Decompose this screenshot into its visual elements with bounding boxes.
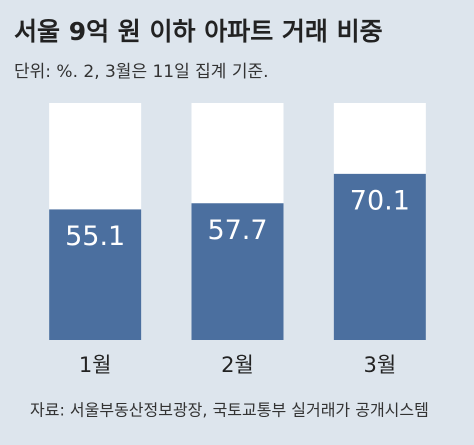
value-label: 70.1 [350, 185, 410, 216]
chart-subtitle: 단위: %. 2, 3월은 11일 집계 기준. [14, 62, 269, 82]
source-note: 자료: 서울부동산정보광장, 국토교통부 실거래가 공개시스템 [30, 401, 429, 420]
bar [191, 203, 284, 340]
x-tick-label: 3월 [363, 353, 396, 377]
bar [49, 209, 142, 340]
bar [333, 173, 426, 340]
value-label: 55.1 [65, 221, 125, 252]
x-tick-label: 2월 [221, 353, 254, 377]
value-label: 57.7 [207, 215, 267, 246]
x-tick-label: 1월 [79, 353, 112, 377]
chart-title: 서울 9억 원 이하 아파트 거래 비중 [14, 17, 383, 46]
